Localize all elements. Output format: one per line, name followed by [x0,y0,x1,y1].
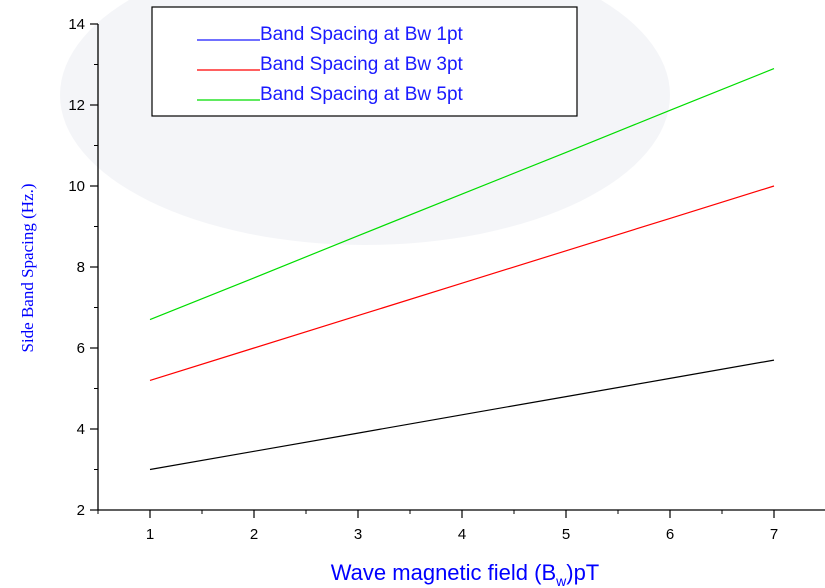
y-axis-title: Side Band Spacing (Hz.) [18,183,37,352]
legend-label-5pt: Band Spacing at Bw 5pt [260,84,464,105]
y-tick-label: 8 [77,259,85,276]
y-tick-label: 10 [68,178,85,195]
series-line-1pt [149,359,775,471]
x-tick-label: 7 [770,526,778,543]
series-line-3pt [149,185,775,381]
x-tick-label: 1 [146,526,154,543]
legend-box [151,6,578,117]
y-tick-label: 14 [68,16,85,33]
y-tick-label: 2 [77,502,85,519]
x-axis-title-subscript: w [555,573,567,588]
y-tick-label: 12 [68,97,85,114]
x-tick-label: 3 [354,526,362,543]
x-axis-title: Wave magnetic field (Bw)pT [331,560,600,588]
legend-label-3pt: Band Spacing at Bw 3pt [260,54,464,75]
legend-label-1pt: Band Spacing at Bw 1pt [260,24,464,45]
x-axis-title-unit: )pT [566,560,599,585]
y-tick-label: 6 [77,340,85,357]
series-layer [149,68,775,471]
x-tick-label: 2 [250,526,258,543]
series-line-5pt [149,68,775,321]
legend: Band Spacing at Bw 1pt Band Spacing at B… [151,6,578,117]
x-tick-label: 5 [562,526,570,543]
x-tick-label: 4 [458,526,466,543]
x-axis-title-main: Wave magnetic field (B [331,560,556,585]
y-tick-label: 4 [77,421,85,438]
x-tick-label: 6 [666,526,674,543]
